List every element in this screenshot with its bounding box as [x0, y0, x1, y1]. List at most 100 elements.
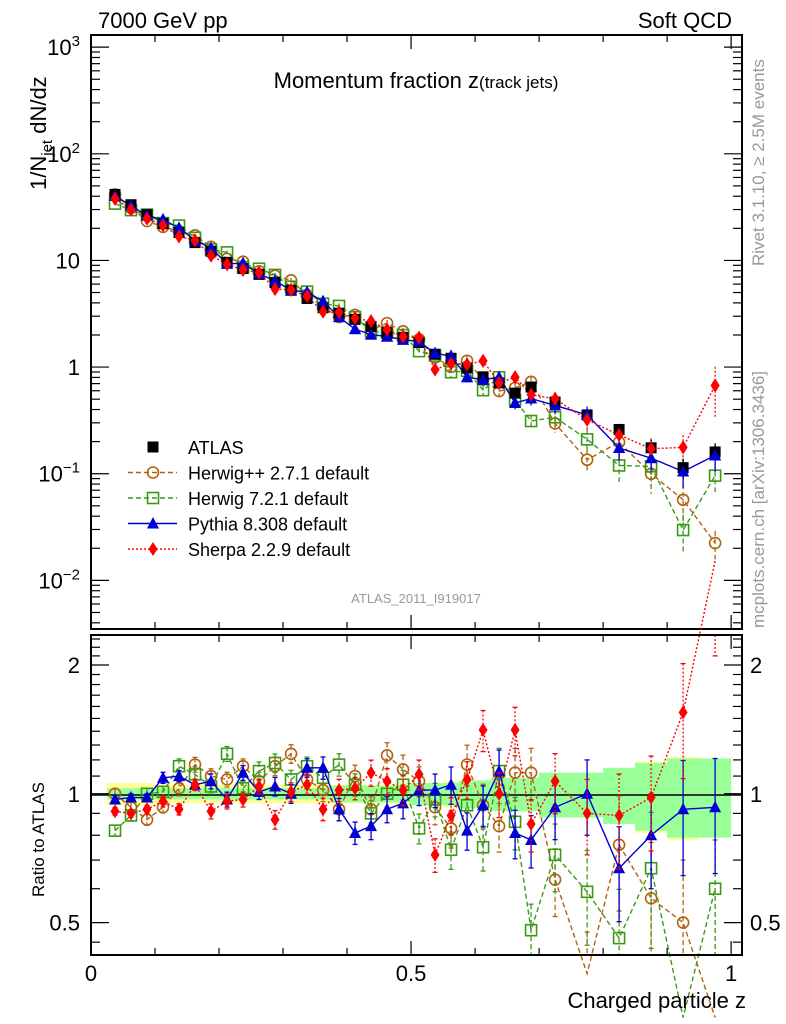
- sherpa-2-2-9-default-ratio-point: [334, 783, 344, 798]
- herwig-2-7-1-default-point: [708, 536, 722, 550]
- sherpa-2-2-9-default-ratio-point: [110, 804, 120, 819]
- pythia-8-308-default-ratio-point: [349, 826, 362, 838]
- atlas-data-point: [525, 381, 537, 393]
- herwig-7-2-1-default-point: [524, 414, 538, 428]
- stat-uncertainty-band: [187, 788, 204, 800]
- sherpa-2-2-9-default-point: [614, 427, 624, 442]
- sherpa-2-2-9-default-point: [142, 211, 152, 226]
- x-axis-label: Charged particle z: [567, 988, 746, 1013]
- y-tick-label: 103: [47, 33, 80, 60]
- plot-title-suffix: (track jets): [479, 73, 558, 92]
- pythia-8-308-default-point: [205, 241, 218, 254]
- y-tick-exponent: −2: [63, 566, 80, 583]
- plot-title: Momentum fraction z(track jets): [274, 68, 559, 93]
- category-label: Soft QCD: [638, 8, 732, 33]
- sherpa-2-2-9-default-point: [478, 353, 488, 368]
- ratio-y-tick-label: 2: [68, 653, 80, 678]
- pythia-8-308-default-ratio-point: [445, 778, 458, 790]
- herwig-2-7-1-default-ratio-point: [676, 916, 690, 929]
- sherpa-2-2-9-default-point: [510, 370, 520, 385]
- pythia-8-308-default-ratio-point: [109, 792, 122, 805]
- pythia-8-308-default-point: [317, 294, 330, 307]
- sherpa-2-2-9-default-ratio-point: [366, 765, 376, 780]
- sherpa-2-2-9-default-ratio-line: [114, 560, 716, 858]
- legend-entry: ATLAS: [147, 438, 244, 458]
- legend-entry: Herwig++ 2.7.1 default: [128, 464, 369, 484]
- sherpa-2-2-9-default-point: [382, 322, 392, 337]
- sherpa-2-2-9-default-point: [462, 357, 472, 372]
- legend-label: Herwig++ 2.7.1 default: [188, 464, 369, 484]
- y-tick-base: 10: [47, 142, 71, 167]
- sherpa-2-2-9-default-ratio-point: [526, 816, 536, 831]
- y-tick-exponent: 3: [72, 33, 80, 50]
- sherpa-2-2-9-default-ratio-point: [302, 777, 312, 792]
- y-tick-exponent: −1: [63, 460, 80, 477]
- y-label-post: dN/dz: [26, 76, 51, 140]
- x-tick-label: 0.5: [396, 961, 427, 986]
- sherpa-2-2-9-default-ratio-point: [382, 774, 392, 789]
- pythia-8-308-default-point: [461, 370, 474, 383]
- sherpa-2-2-9-default-ratio-point: [446, 808, 456, 823]
- atlas-data-point: [509, 387, 521, 399]
- sherpa-2-2-9-default-point: [286, 282, 296, 297]
- herwig-2-7-1-default-ratio-point: [284, 747, 298, 761]
- pythia-8-308-default-point: [477, 373, 490, 385]
- herwig-2-7-1-default-ratio-point: [524, 766, 538, 780]
- pythia-8-308-default-ratio-point: [173, 769, 186, 782]
- y-label-sub: jet: [39, 139, 56, 157]
- y-tick-base: 1: [68, 355, 80, 380]
- sherpa-2-2-9-default-point: [494, 375, 504, 390]
- ratio-data-layer: [108, 560, 722, 1018]
- sherpa-2-2-9-default-ratio-point: [190, 777, 200, 792]
- pythia-8-308-default-point: [445, 349, 458, 361]
- sherpa-2-2-9-default-ratio-point: [318, 802, 328, 817]
- sherpa-2-2-9-default-ratio-point: [206, 804, 216, 819]
- legend-label: Herwig 7.2.1 default: [188, 489, 348, 509]
- pythia-8-308-default-point: [709, 448, 722, 461]
- pythia-8-308-default-ratio-point: [429, 783, 442, 796]
- pythia-8-308-default-ratio-point: [709, 800, 722, 813]
- pythia-8-308-default-ratio-point: [509, 826, 522, 838]
- pythia-8-308-default-point: [677, 465, 690, 477]
- ratio-y-tick-label-right: 0.5: [750, 911, 781, 936]
- pythia-8-308-default-ratio-point: [397, 796, 410, 809]
- sherpa-2-2-9-default-ratio-point: [174, 802, 184, 817]
- pythia-8-308-default-ratio-point: [125, 791, 138, 803]
- ratio-y-tick-label: 1: [68, 782, 80, 807]
- pythia-8-308-default-ratio-point: [645, 828, 658, 841]
- sherpa-2-2-9-default-point: [414, 330, 424, 345]
- sherpa-2-2-9-default-ratio-point: [678, 705, 688, 720]
- pythia-8-308-default-point: [173, 221, 186, 234]
- ratio-y-tick-label-right: 2: [750, 653, 762, 678]
- sherpa-2-2-9-default-ratio-point: [494, 786, 504, 801]
- sherpa-2-2-9-default-point: [126, 202, 136, 217]
- sherpa-2-2-9-default-ratio-point: [510, 722, 520, 737]
- sherpa-2-2-9-default-ratio-point: [350, 781, 360, 796]
- herwig-7-2-1-default-ratio-point: [220, 747, 234, 761]
- legend-label: ATLAS: [188, 438, 244, 458]
- y-label-pre: 1/N: [26, 156, 51, 190]
- sherpa-2-2-9-default-point: [270, 282, 280, 297]
- main-y-axis-label: 1/Njet dN/dz: [26, 76, 56, 190]
- y-tick-exponent: 2: [72, 140, 80, 157]
- sherpa-2-2-9-default-point: [446, 356, 456, 371]
- herwig-7-2-1-default-ratio-point: [268, 756, 282, 770]
- ratio-axes: 0 0.5 12 21 10.5 0.5: [49, 635, 781, 986]
- sherpa-2-2-9-default-point: [174, 229, 184, 244]
- y-tick-base: 10: [38, 462, 62, 487]
- y-tick-label: 10−1: [38, 460, 80, 487]
- stat-uncertainty-band: [315, 788, 332, 800]
- sherpa-2-2-9-default-ratio-point: [398, 783, 408, 798]
- sherpa-2-2-9-default-ratio-point: [238, 792, 248, 807]
- main-data-layer: [108, 188, 722, 560]
- herwig-2-7-1-default-ratio-point: [492, 819, 506, 833]
- legend-marker-icon: [148, 542, 158, 556]
- stat-uncertainty-band: [155, 788, 172, 800]
- sherpa-2-2-9-default-point: [526, 387, 536, 402]
- main-panel-frame: [90, 34, 743, 630]
- herwig-7-2-1-default-ratio-point: [460, 798, 474, 812]
- herwig-2-7-1-default-ratio-point: [172, 781, 186, 795]
- x-tick-label: 0: [85, 961, 97, 986]
